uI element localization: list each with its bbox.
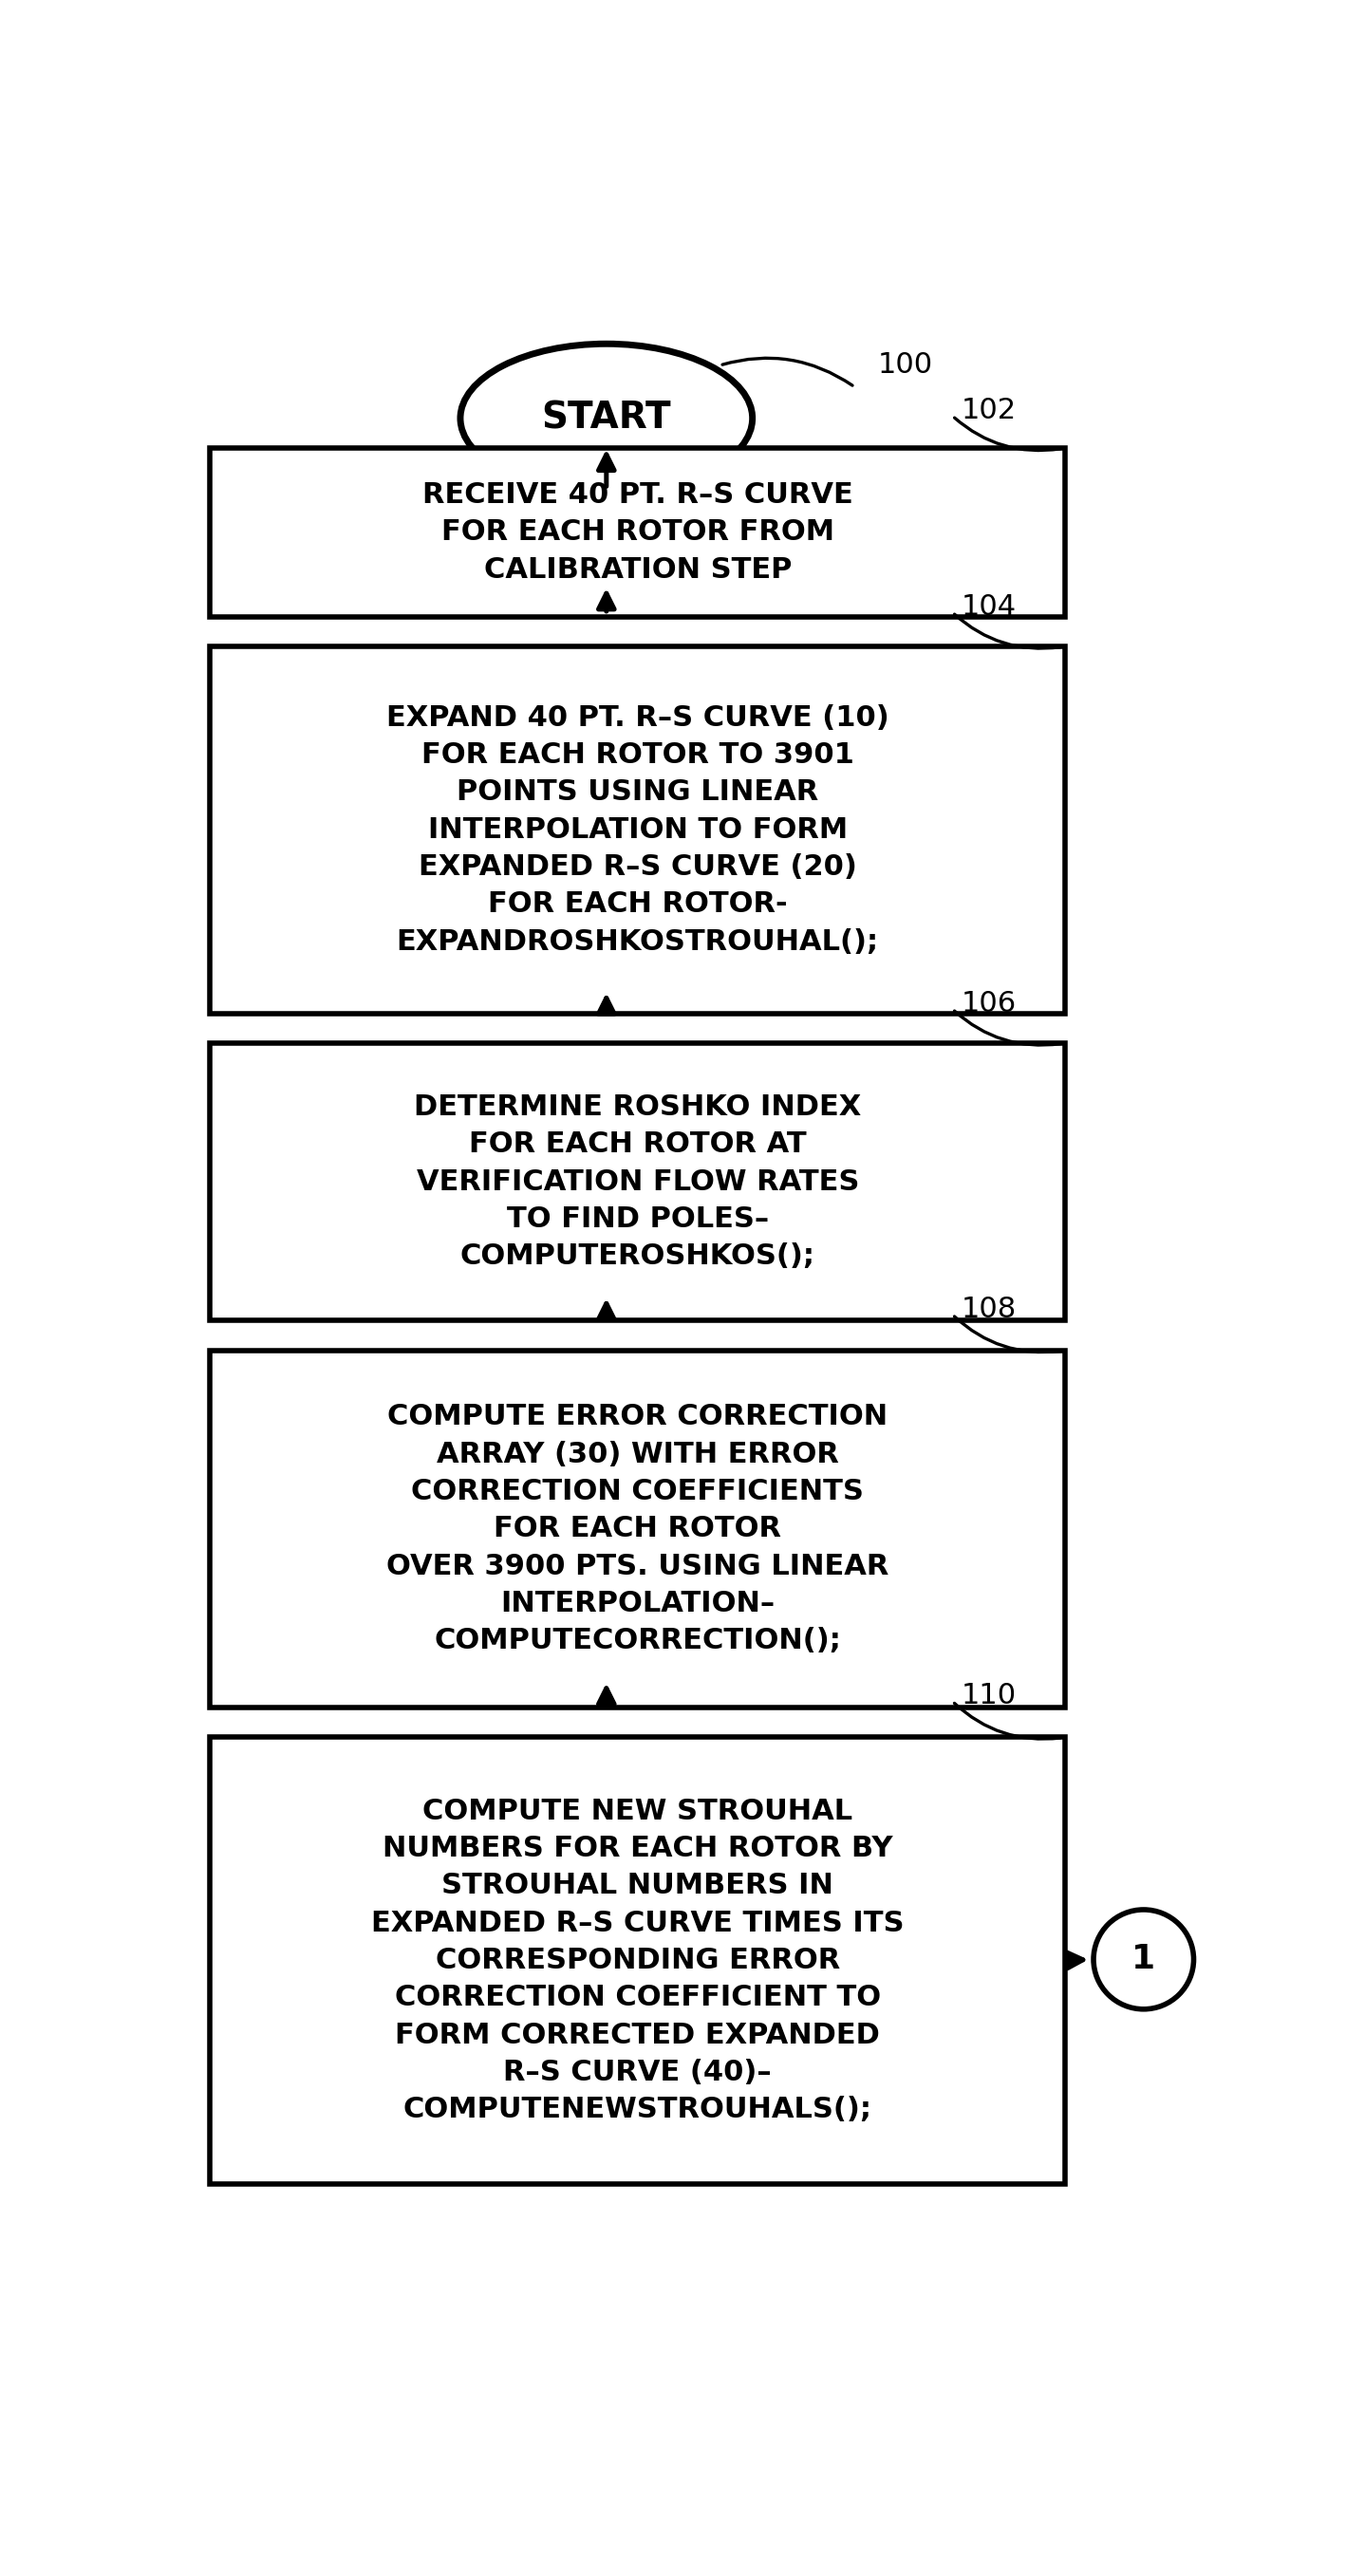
FancyBboxPatch shape <box>210 1736 1066 2184</box>
FancyBboxPatch shape <box>210 1043 1066 1321</box>
Ellipse shape <box>460 343 752 492</box>
Text: 102: 102 <box>961 397 1016 425</box>
Text: EXPAND 40 PT. R–S CURVE (10)
FOR EACH ROTOR TO 3901
POINTS USING LINEAR
INTERPOL: EXPAND 40 PT. R–S CURVE (10) FOR EACH RO… <box>386 703 890 956</box>
Text: 108: 108 <box>961 1296 1016 1321</box>
FancyBboxPatch shape <box>210 448 1066 616</box>
Text: 106: 106 <box>961 989 1016 1018</box>
Text: COMPUTE ERROR CORRECTION
ARRAY (30) WITH ERROR
CORRECTION COEFFICIENTS
FOR EACH : COMPUTE ERROR CORRECTION ARRAY (30) WITH… <box>386 1404 888 1654</box>
Text: COMPUTE NEW STROUHAL
NUMBERS FOR EACH ROTOR BY
STROUHAL NUMBERS IN
EXPANDED R–S : COMPUTE NEW STROUHAL NUMBERS FOR EACH RO… <box>371 1798 905 2123</box>
Text: 104: 104 <box>961 592 1016 621</box>
FancyBboxPatch shape <box>210 647 1066 1012</box>
Ellipse shape <box>1093 1909 1194 2009</box>
Text: RECEIVE 40 PT. R–S CURVE
FOR EACH ROTOR FROM
CALIBRATION STEP: RECEIVE 40 PT. R–S CURVE FOR EACH ROTOR … <box>423 482 853 582</box>
Text: 1: 1 <box>1132 1942 1155 1976</box>
Text: 110: 110 <box>961 1682 1016 1710</box>
FancyBboxPatch shape <box>210 1350 1066 1708</box>
Text: 100: 100 <box>878 350 933 379</box>
Text: DETERMINE ROSHKO INDEX
FOR EACH ROTOR AT
VERIFICATION FLOW RATES
TO FIND POLES–
: DETERMINE ROSHKO INDEX FOR EACH ROTOR AT… <box>415 1092 861 1270</box>
Text: START: START <box>541 399 672 435</box>
